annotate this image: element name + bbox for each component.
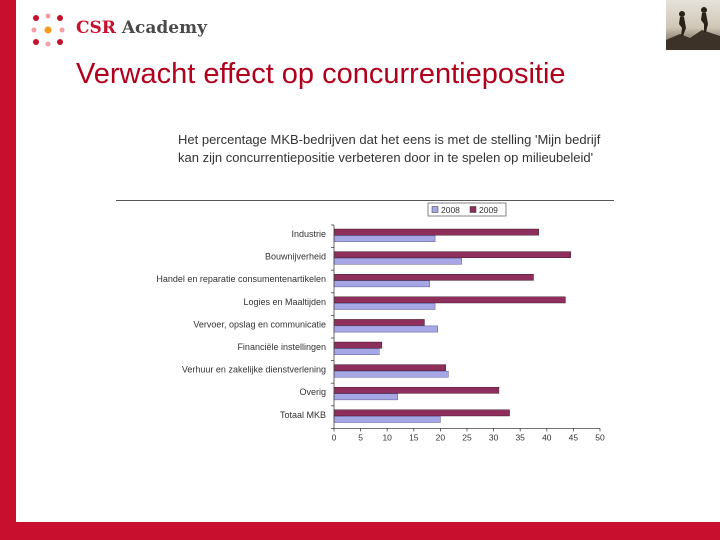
bar-2009 <box>333 341 383 349</box>
category-label: Industrie <box>291 229 326 239</box>
x-tick-label: 10 <box>382 432 392 442</box>
bar-2008 <box>333 325 438 333</box>
logo-text: CSR Academy <box>76 18 207 38</box>
logo-dots-icon <box>31 13 65 47</box>
x-tick-label: 30 <box>489 432 499 442</box>
bar-2009 <box>333 386 500 394</box>
chart-legend: 2008 2009 <box>427 202 507 217</box>
bar-2008 <box>333 416 441 423</box>
x-tick-label: 25 <box>462 432 472 442</box>
bar-2008 <box>333 348 380 355</box>
legend-label-2008: 2008 <box>441 205 460 215</box>
category-label: Overig <box>299 387 326 397</box>
category-label: Financiële instellingen <box>237 342 326 352</box>
legend-swatch-2008 <box>431 206 439 213</box>
x-tick-label: 0 <box>332 432 337 442</box>
climbers-silhouette-icon <box>666 7 720 50</box>
bar-2009 <box>333 296 566 304</box>
chart-title: Het percentage MKB-bedrijven dat het een… <box>178 132 601 165</box>
x-tick-label: 50 <box>595 432 605 442</box>
legend-label-2009: 2009 <box>479 205 498 215</box>
bar-2008 <box>333 370 449 378</box>
category-label: Handel en reparatie consumentenartikelen <box>156 274 326 284</box>
bar-2009 <box>333 364 446 372</box>
x-tick-label: 35 <box>515 432 525 442</box>
x-tick-label: 45 <box>569 432 579 442</box>
logo-text-accent: CSR <box>76 18 116 38</box>
bottom-accent-bar <box>0 522 720 540</box>
bar-2008 <box>333 393 399 401</box>
logo-text-rest: Academy <box>115 18 207 38</box>
bar-2008 <box>333 280 430 288</box>
climbers-photo <box>666 0 720 50</box>
left-accent-bar <box>0 0 16 540</box>
bar-2009 <box>333 273 534 281</box>
bar-2009 <box>333 319 425 326</box>
legend-box <box>427 202 507 217</box>
bar-2008 <box>333 303 436 310</box>
bar-2009 <box>333 409 510 417</box>
bar-2008 <box>333 235 436 242</box>
category-label: Verhuur en zakelijke dienstverlening <box>182 365 326 375</box>
bar-2008 <box>333 257 462 265</box>
x-tick-label: 20 <box>436 432 446 442</box>
category-label: Logies en Maaltijden <box>243 297 326 307</box>
category-label: Totaal MKB <box>280 410 326 420</box>
x-tick-label: 40 <box>542 432 552 442</box>
bar-2009 <box>333 251 571 258</box>
bar-2009 <box>333 228 540 236</box>
legend-swatch-2009 <box>469 206 477 213</box>
page-title: Verwacht effect op concurrentiepositie <box>76 58 566 90</box>
category-label: Bouwnijverheid <box>265 252 326 262</box>
bar-chart: 2008 2009 Industrie Bouwnijverheid Handel en… <box>156 202 605 442</box>
x-tick-label: 5 <box>358 432 363 442</box>
x-tick-label: 15 <box>409 432 419 442</box>
chart-title-rule <box>116 200 614 201</box>
category-label: Vervoer, opslag en communicatie <box>193 319 326 329</box>
csr-academy-logo: CSR Academy <box>30 10 207 52</box>
